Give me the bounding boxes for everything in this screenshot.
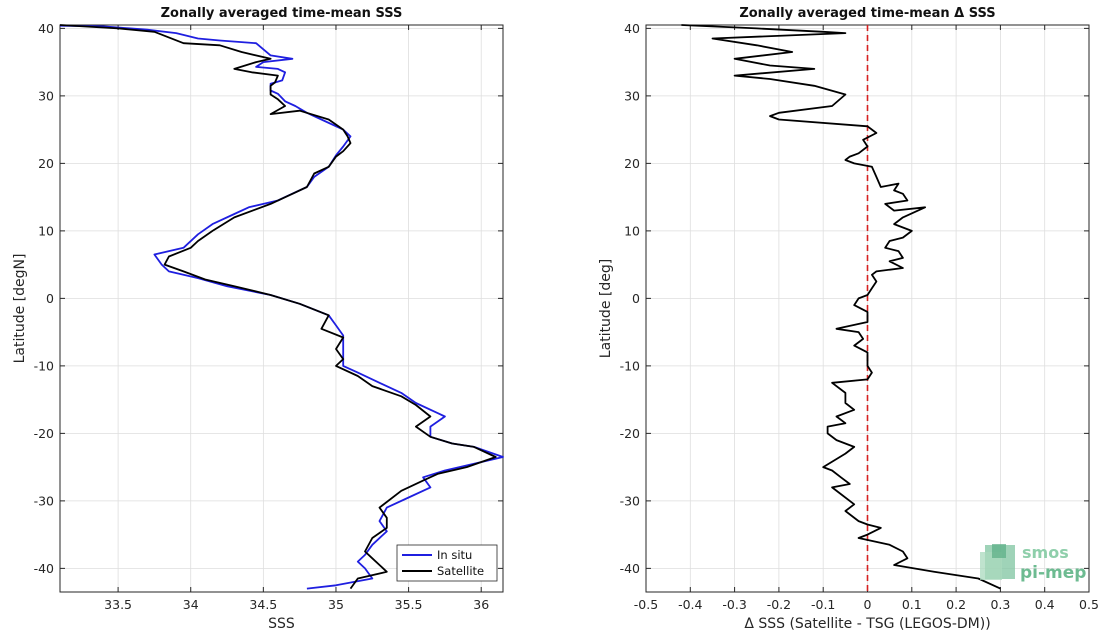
- x-tick-label: 33.5: [104, 597, 132, 612]
- x-tick-label: 35: [328, 597, 344, 612]
- right-y-ticks: -40 -30 -20 -10 0 10 20 30 40: [620, 21, 1089, 576]
- right-x-axis-label: Δ SSS (Satellite - TSG (LEGOS-DM)): [744, 616, 990, 632]
- series-line-delta-sss: [681, 24, 1001, 590]
- y-tick-label: 40: [624, 21, 640, 36]
- x-tick-label: -0.5: [634, 597, 658, 612]
- left-x-ticks: 33.5 34 34.5 35 35.5 36: [104, 25, 489, 612]
- y-tick-label: -30: [34, 493, 54, 508]
- left-axes-frame: [59, 24, 504, 593]
- x-tick-label: -0.4: [678, 597, 702, 612]
- x-tick-label: 0: [864, 597, 872, 612]
- right-series-group: [681, 24, 1001, 590]
- right-x-ticks: -0.5 -0.4 -0.3 -0.2 -0.1 0 0.1 0.2 0.3 0.4 0.5: [634, 25, 1099, 612]
- left-chart: 33.5 34 34.5 35 35.5 36 -40 -30 -20 -10 0 10 20 30 40…: [12, 6, 504, 632]
- logo-mark-icon: [980, 544, 1015, 580]
- right-chart: -0.5 -0.4 -0.3 -0.2 -0.1 0 0.1 0.2 0.3 0.4 0.5 -40…: [598, 6, 1099, 632]
- y-tick-label: 0: [46, 291, 54, 306]
- legend: In situ Satellite: [396, 544, 498, 582]
- right-chart-title: Zonally averaged time-mean Δ SSS: [739, 6, 995, 21]
- left-chart-title: Zonally averaged time-mean SSS: [161, 6, 403, 21]
- y-tick-label: 0: [632, 291, 640, 306]
- x-tick-label: 0.3: [990, 597, 1010, 612]
- y-tick-label: 20: [624, 156, 640, 171]
- y-tick-label: -40: [34, 561, 54, 576]
- y-tick-label: -10: [34, 358, 54, 373]
- left-y-axis-label: Latitude [degN]: [12, 254, 28, 364]
- x-tick-label: 34.5: [249, 597, 277, 612]
- x-tick-label: 0.5: [1079, 597, 1099, 612]
- y-tick-label: -40: [620, 561, 640, 576]
- x-tick-label: 34: [183, 597, 199, 612]
- x-tick-label: -0.3: [722, 597, 746, 612]
- series-line-in-situ: [59, 24, 504, 590]
- y-tick-label: -20: [620, 426, 640, 441]
- x-tick-label: -0.2: [767, 597, 791, 612]
- logo-text-smos: smos: [1022, 543, 1069, 562]
- x-tick-label: 36: [473, 597, 489, 612]
- y-tick-label: 20: [38, 156, 54, 171]
- right-y-axis-label: Latitude [deg]: [598, 259, 614, 358]
- left-series-group: [59, 24, 504, 590]
- y-tick-label: 10: [624, 223, 640, 238]
- y-tick-label: -30: [620, 493, 640, 508]
- y-tick-label: 30: [38, 88, 54, 103]
- left-x-axis-label: SSS: [268, 616, 295, 632]
- left-y-ticks: -40 -30 -20 -10 0 10 20 30 40: [34, 21, 503, 576]
- smos-pimep-logo: smos pi-mep: [980, 543, 1086, 583]
- legend-box: [396, 544, 498, 582]
- left-grid: [60, 25, 503, 592]
- x-tick-label: 35.5: [395, 597, 423, 612]
- logo-text-pimep: pi-mep: [1020, 563, 1086, 583]
- x-tick-label: -0.1: [811, 597, 835, 612]
- x-tick-label: 0.2: [946, 597, 966, 612]
- y-tick-label: 30: [624, 88, 640, 103]
- y-tick-label: 40: [38, 21, 54, 36]
- y-tick-label: -10: [620, 358, 640, 373]
- x-tick-label: 0.4: [1035, 597, 1055, 612]
- legend-label-in-situ: In situ: [437, 548, 472, 562]
- series-line-satellite: [59, 24, 497, 590]
- legend-label-satellite: Satellite: [437, 564, 484, 578]
- y-tick-label: 10: [38, 223, 54, 238]
- x-tick-label: 0.1: [902, 597, 922, 612]
- y-tick-label: -20: [34, 426, 54, 441]
